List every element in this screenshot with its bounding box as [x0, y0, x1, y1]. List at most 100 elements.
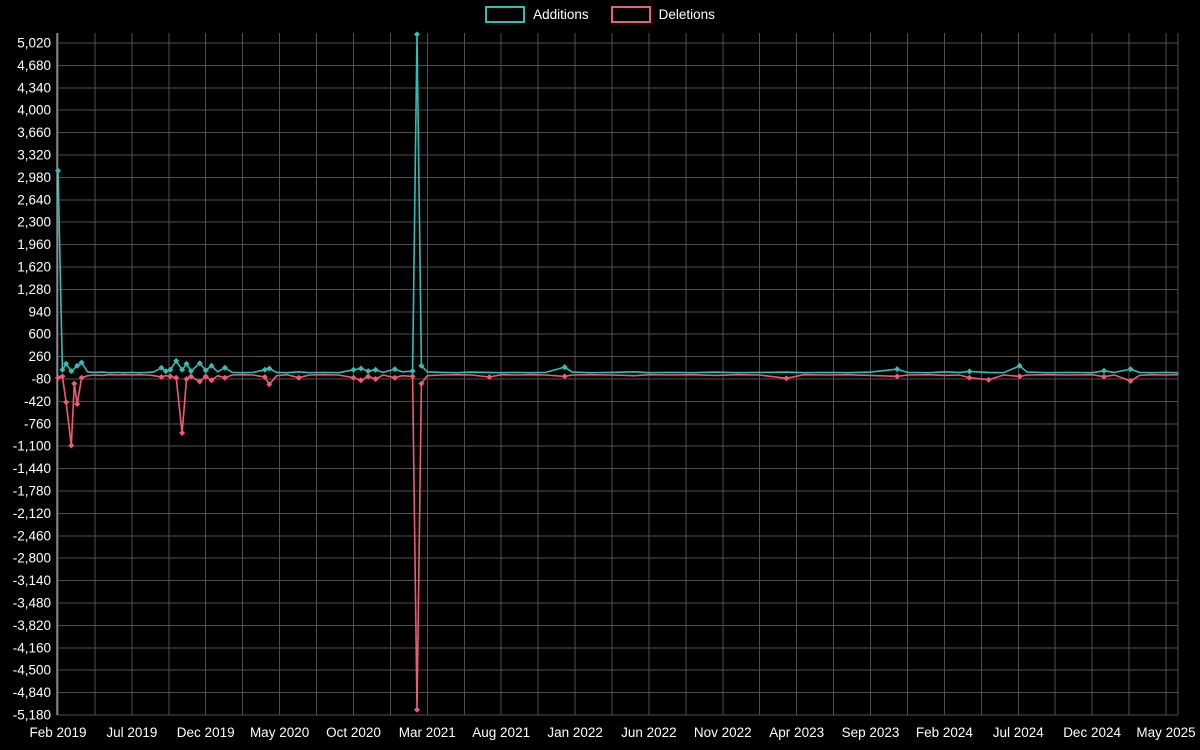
- y-tick-label: -3,140: [13, 573, 51, 588]
- point-marker-icon: [266, 381, 273, 388]
- point-marker-icon: [188, 373, 194, 380]
- point-marker-icon: [167, 373, 174, 380]
- y-tick-label: 2,980: [17, 170, 51, 185]
- deletions-swatch-icon: [610, 6, 651, 23]
- y-tick-label: -420: [24, 394, 51, 409]
- point-marker-icon: [188, 368, 194, 375]
- point-marker-icon: [63, 399, 70, 406]
- x-tick-label: May 2020: [250, 725, 309, 740]
- y-tick-label: -1,780: [13, 484, 51, 499]
- point-marker-icon: [196, 378, 203, 385]
- point-marker-icon: [1101, 367, 1107, 374]
- chart-legend: Additions Deletions: [0, 6, 1200, 23]
- y-tick-label: 1,620: [17, 260, 51, 275]
- point-marker-icon: [55, 374, 61, 381]
- point-marker-icon: [365, 373, 372, 380]
- point-marker-icon: [202, 373, 209, 380]
- point-marker-icon: [894, 366, 901, 373]
- y-tick-label: 940: [28, 304, 51, 319]
- y-tick-label: 5,020: [17, 36, 51, 51]
- point-marker-icon: [261, 366, 268, 373]
- point-marker-icon: [1016, 362, 1023, 369]
- point-marker-icon: [409, 373, 416, 380]
- series-markers-additions: [55, 31, 1134, 375]
- point-marker-icon: [1127, 366, 1134, 373]
- point-marker-icon: [391, 374, 398, 381]
- x-tick-label: Mar 2021: [399, 725, 456, 740]
- point-marker-icon: [561, 373, 568, 380]
- y-tick-label: -4,840: [13, 685, 51, 700]
- x-tick-label: Jul 2019: [106, 725, 157, 740]
- point-marker-icon: [179, 366, 186, 373]
- y-tick-label: -80: [31, 372, 51, 387]
- y-tick-label: -4,500: [13, 663, 51, 678]
- x-tick-label: Sep 2023: [842, 725, 900, 740]
- point-marker-icon: [561, 364, 568, 371]
- point-marker-icon: [391, 366, 398, 373]
- point-marker-icon: [68, 368, 75, 375]
- y-tick-label: -1,100: [13, 439, 51, 454]
- x-tick-label: Nov 2022: [694, 725, 752, 740]
- legend-label-additions: Additions: [533, 7, 589, 22]
- series-line-additions: [57, 33, 1179, 374]
- y-tick-label: 3,320: [17, 148, 51, 163]
- x-tick-label: Dec 2019: [177, 725, 235, 740]
- point-marker-icon: [1101, 373, 1107, 380]
- point-marker-icon: [162, 368, 169, 375]
- point-marker-icon: [208, 377, 215, 384]
- point-marker-icon: [71, 380, 78, 387]
- y-tick-label: -5,180: [13, 708, 51, 723]
- point-marker-icon: [414, 31, 420, 38]
- legend-item-additions[interactable]: Additions: [485, 6, 589, 23]
- point-marker-icon: [266, 365, 273, 372]
- point-marker-icon: [63, 360, 70, 367]
- point-marker-icon: [202, 367, 209, 374]
- x-tick-label: Apr 2023: [769, 725, 824, 740]
- point-marker-icon: [261, 374, 268, 380]
- point-marker-icon: [486, 374, 493, 380]
- point-marker-icon: [418, 380, 425, 387]
- legend-item-deletions[interactable]: Deletions: [610, 6, 715, 23]
- legend-label-deletions: Deletions: [658, 7, 715, 22]
- point-marker-icon: [179, 430, 186, 436]
- point-marker-icon: [78, 374, 85, 381]
- y-tick-label: -3,820: [13, 618, 51, 633]
- y-tick-label: 2,640: [17, 192, 51, 207]
- point-marker-icon: [221, 364, 228, 371]
- point-marker-icon: [357, 377, 364, 384]
- point-marker-icon: [365, 368, 372, 375]
- y-tick-label: 260: [28, 349, 51, 364]
- point-marker-icon: [78, 359, 85, 366]
- x-tick-label: Oct 2020: [326, 725, 381, 740]
- point-marker-icon: [55, 167, 61, 174]
- point-marker-icon: [966, 374, 973, 381]
- y-tick-label: -3,480: [13, 596, 51, 611]
- x-tick-label: Feb 2024: [916, 725, 974, 740]
- point-marker-icon: [59, 373, 66, 380]
- y-tick-label: -2,460: [13, 528, 51, 543]
- y-tick-label: 2,300: [17, 215, 51, 230]
- x-tick-label: Feb 2019: [29, 725, 86, 740]
- series-line-deletions: [57, 373, 1179, 711]
- point-marker-icon: [894, 373, 901, 380]
- point-marker-icon: [221, 374, 228, 381]
- point-marker-icon: [196, 360, 203, 367]
- y-tick-label: 600: [28, 327, 51, 342]
- point-marker-icon: [295, 374, 302, 381]
- y-tick-label: -2,120: [13, 506, 51, 521]
- point-marker-icon: [372, 376, 379, 382]
- point-marker-icon: [409, 368, 416, 375]
- grid-lines: [57, 33, 1179, 716]
- y-tick-label: 4,000: [17, 103, 51, 118]
- y-tick-label: 1,280: [17, 282, 51, 297]
- point-marker-icon: [966, 368, 973, 375]
- point-marker-icon: [1016, 373, 1023, 380]
- x-axis-labels: Feb 2019 Jul 2019 Dec 2019 May 2020 Oct 2020…: [29, 725, 1195, 740]
- y-axis-labels: 5,020 4,680 4,340 4,000 3,660 3,320 2,980 2,640…: [13, 36, 51, 723]
- x-tick-label: May 2025: [1136, 725, 1195, 740]
- y-tick-label: -2,800: [13, 551, 51, 566]
- y-tick-label: -1,440: [13, 461, 51, 476]
- y-tick-label: 3,660: [17, 125, 51, 140]
